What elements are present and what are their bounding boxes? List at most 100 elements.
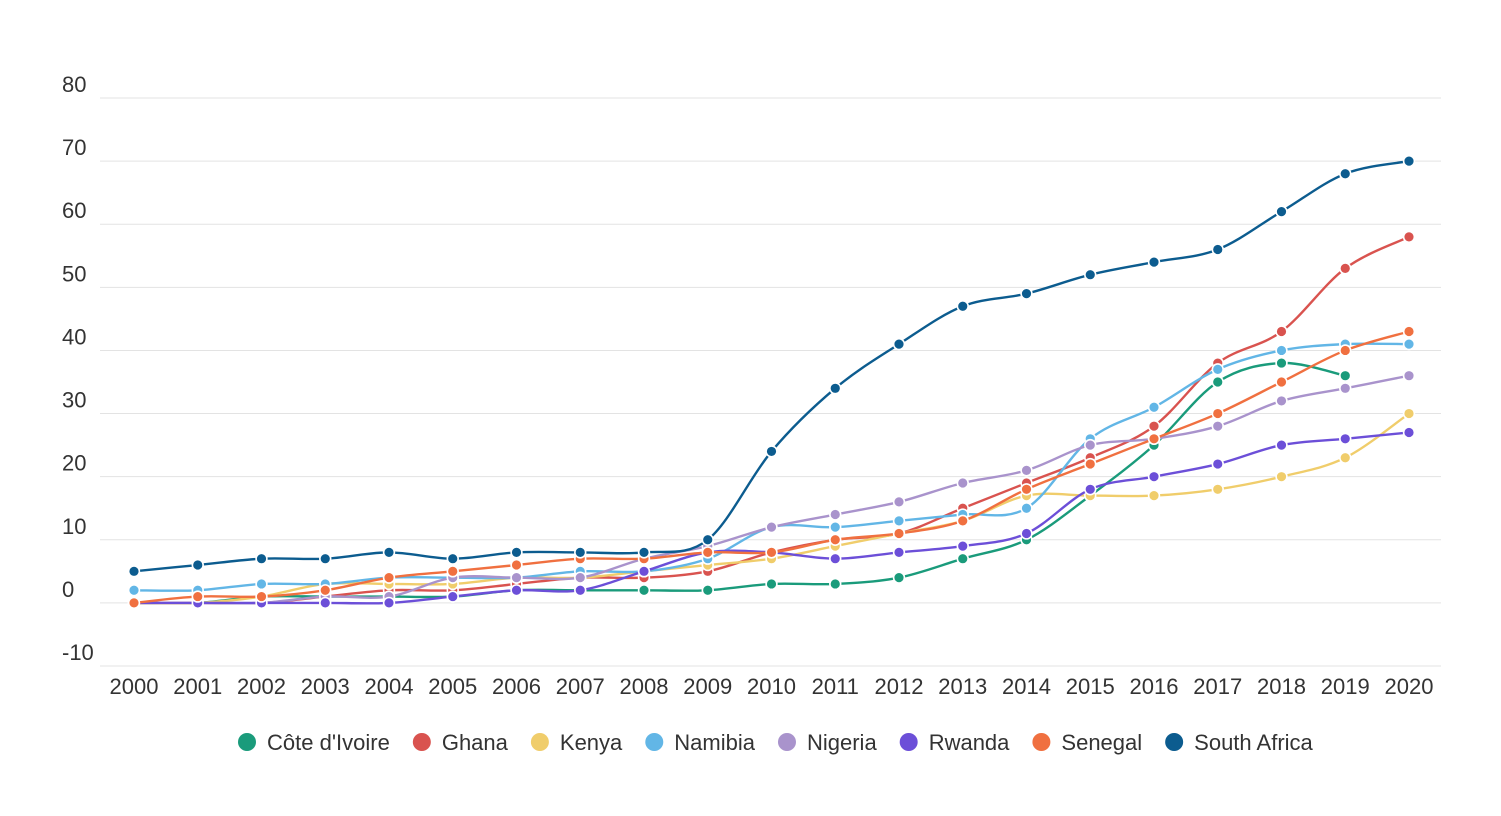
data-point-senegal — [319, 584, 332, 597]
y-tick-label: 50 — [62, 261, 86, 286]
data-point-nigeria — [510, 571, 523, 584]
data-point-cote-d-ivoire — [701, 584, 714, 597]
data-point-senegal — [127, 596, 141, 610]
data-point-senegal — [829, 533, 842, 546]
x-tick-label: 2013 — [938, 674, 987, 699]
data-point-south-africa — [1275, 205, 1288, 218]
data-point-cote-d-ivoire — [765, 577, 778, 591]
data-point-cote-d-ivoire — [956, 552, 969, 565]
data-point-namibia — [127, 584, 141, 597]
y-tick-label: 10 — [62, 514, 86, 539]
data-point-south-africa — [382, 546, 396, 559]
data-point-kenya — [1402, 407, 1416, 420]
data-point-namibia — [829, 520, 842, 534]
x-tick-label: 2009 — [683, 674, 732, 699]
legend: Côte d'Ivoire Ghana Kenya Namibia Nigeria Rwa… — [238, 730, 1314, 755]
series-line-rwanda — [132, 431, 1411, 605]
data-point-nigeria — [829, 508, 842, 521]
legend-marker-senegal — [1032, 733, 1051, 751]
data-point-south-africa — [319, 552, 332, 565]
data-point-kenya — [1211, 483, 1224, 496]
legend-marker-rwanda — [899, 733, 918, 751]
y-tick-label: 80 — [62, 72, 86, 97]
data-point-south-africa — [1084, 268, 1097, 281]
data-point-south-africa — [701, 533, 714, 546]
data-point-nigeria — [892, 495, 906, 509]
data-point-senegal — [1402, 325, 1416, 338]
data-point-nigeria — [956, 476, 969, 490]
data-point-south-africa — [191, 558, 204, 572]
legend-label-south-africa: South Africa — [1194, 730, 1313, 755]
y-tick-label: -10 — [62, 640, 94, 665]
legend-label-senegal: Senegal — [1061, 730, 1142, 755]
data-point-rwanda — [1402, 426, 1416, 439]
data-point-nigeria — [1402, 369, 1416, 382]
data-point-south-africa — [637, 546, 651, 559]
series-line-cote-d-ivoire — [132, 361, 1347, 605]
data-point-south-africa — [765, 445, 778, 458]
data-point-senegal — [382, 571, 396, 584]
x-tick-label: 2018 — [1257, 674, 1306, 699]
data-point-rwanda — [382, 596, 396, 610]
data-point-cote-d-ivoire — [892, 571, 906, 584]
data-point-south-africa — [956, 300, 969, 313]
legend-marker-cote-d-ivoire — [238, 733, 256, 751]
data-point-nigeria — [1084, 438, 1097, 452]
data-point-rwanda — [1211, 457, 1224, 471]
legend-label-namibia: Namibia — [674, 730, 755, 755]
x-tick-label: 2001 — [173, 674, 222, 699]
data-point-kenya — [1147, 489, 1161, 502]
x-tick-label: 2005 — [428, 674, 477, 699]
data-point-namibia — [1211, 363, 1224, 376]
legend-label-cote-d-ivoire: Côte d'Ivoire — [267, 730, 390, 755]
data-point-senegal — [765, 546, 778, 559]
x-tick-label: 2020 — [1385, 674, 1434, 699]
y-tick-label: 70 — [62, 135, 86, 160]
x-tick-label: 2017 — [1193, 674, 1242, 699]
data-point-senegal — [191, 590, 204, 603]
y-tick-label: 40 — [62, 324, 86, 349]
data-point-south-africa — [1339, 167, 1352, 180]
data-point-rwanda — [829, 552, 842, 565]
x-tick-label: 2019 — [1321, 674, 1370, 699]
data-point-rwanda — [956, 539, 969, 553]
data-point-namibia — [1147, 401, 1161, 414]
data-point-south-africa — [892, 337, 906, 351]
data-point-nigeria — [574, 571, 587, 584]
data-point-rwanda — [637, 565, 651, 578]
y-tick-label: 30 — [62, 388, 86, 413]
y-axis: 80 70 60 50 40 30 20 10 0 -10 — [62, 72, 94, 665]
legend-marker-nigeria — [777, 733, 796, 751]
data-point-cote-d-ivoire — [637, 584, 651, 597]
data-point-rwanda — [1275, 438, 1288, 452]
data-point-rwanda — [1020, 527, 1033, 540]
data-point-senegal — [1211, 407, 1224, 420]
data-point-senegal — [1339, 344, 1352, 357]
x-tick-label: 2014 — [1002, 674, 1051, 699]
data-point-south-africa — [1147, 255, 1161, 269]
data-point-namibia — [892, 514, 906, 528]
data-point-ghana — [1402, 230, 1416, 244]
data-point-cote-d-ivoire — [1275, 356, 1288, 370]
x-tick-label: 2011 — [812, 674, 859, 699]
data-point-cote-d-ivoire — [1211, 375, 1224, 389]
data-point-rwanda — [1084, 483, 1097, 496]
grid — [100, 97, 1441, 667]
data-point-south-africa — [574, 546, 587, 559]
legend-marker-kenya — [530, 733, 549, 751]
x-tick-label: 2015 — [1066, 674, 1115, 699]
data-point-senegal — [255, 590, 268, 603]
data-point-cote-d-ivoire — [829, 577, 842, 591]
data-point-nigeria — [1339, 382, 1352, 395]
legend-marker-namibia — [645, 733, 664, 751]
data-point-rwanda — [892, 546, 906, 559]
data-point-nigeria — [765, 520, 778, 534]
data-point-rwanda — [1339, 432, 1352, 445]
data-point-namibia — [255, 577, 268, 591]
data-point-senegal — [1147, 432, 1161, 445]
x-tick-label: 2016 — [1130, 674, 1179, 699]
data-point-kenya — [1275, 470, 1288, 483]
data-point-nigeria — [1275, 394, 1288, 408]
data-point-south-africa — [1402, 154, 1416, 168]
